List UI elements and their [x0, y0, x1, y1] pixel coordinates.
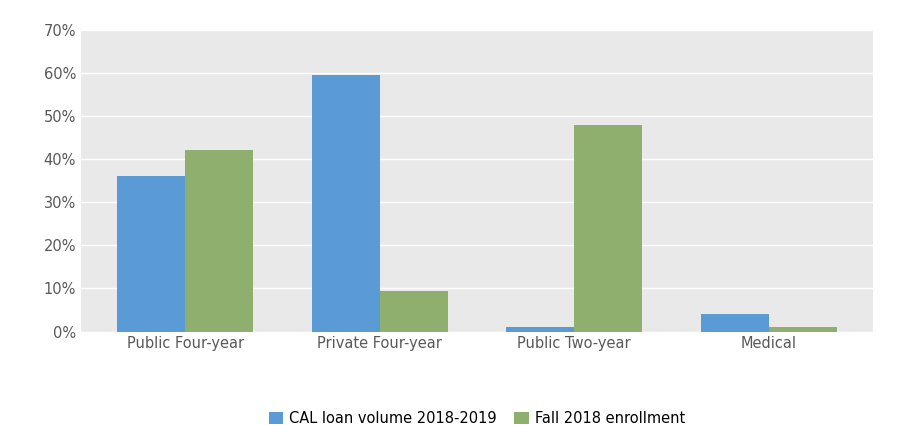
Bar: [117, 176, 185, 332]
Bar: [574, 125, 643, 332]
Bar: [380, 291, 448, 332]
Bar: [311, 75, 380, 332]
Bar: [769, 327, 837, 332]
Bar: [701, 314, 769, 332]
Bar: [506, 327, 574, 332]
Legend: CAL loan volume 2018-2019, Fall 2018 enrollment: CAL loan volume 2018-2019, Fall 2018 enr…: [263, 405, 691, 425]
Bar: [185, 150, 253, 332]
